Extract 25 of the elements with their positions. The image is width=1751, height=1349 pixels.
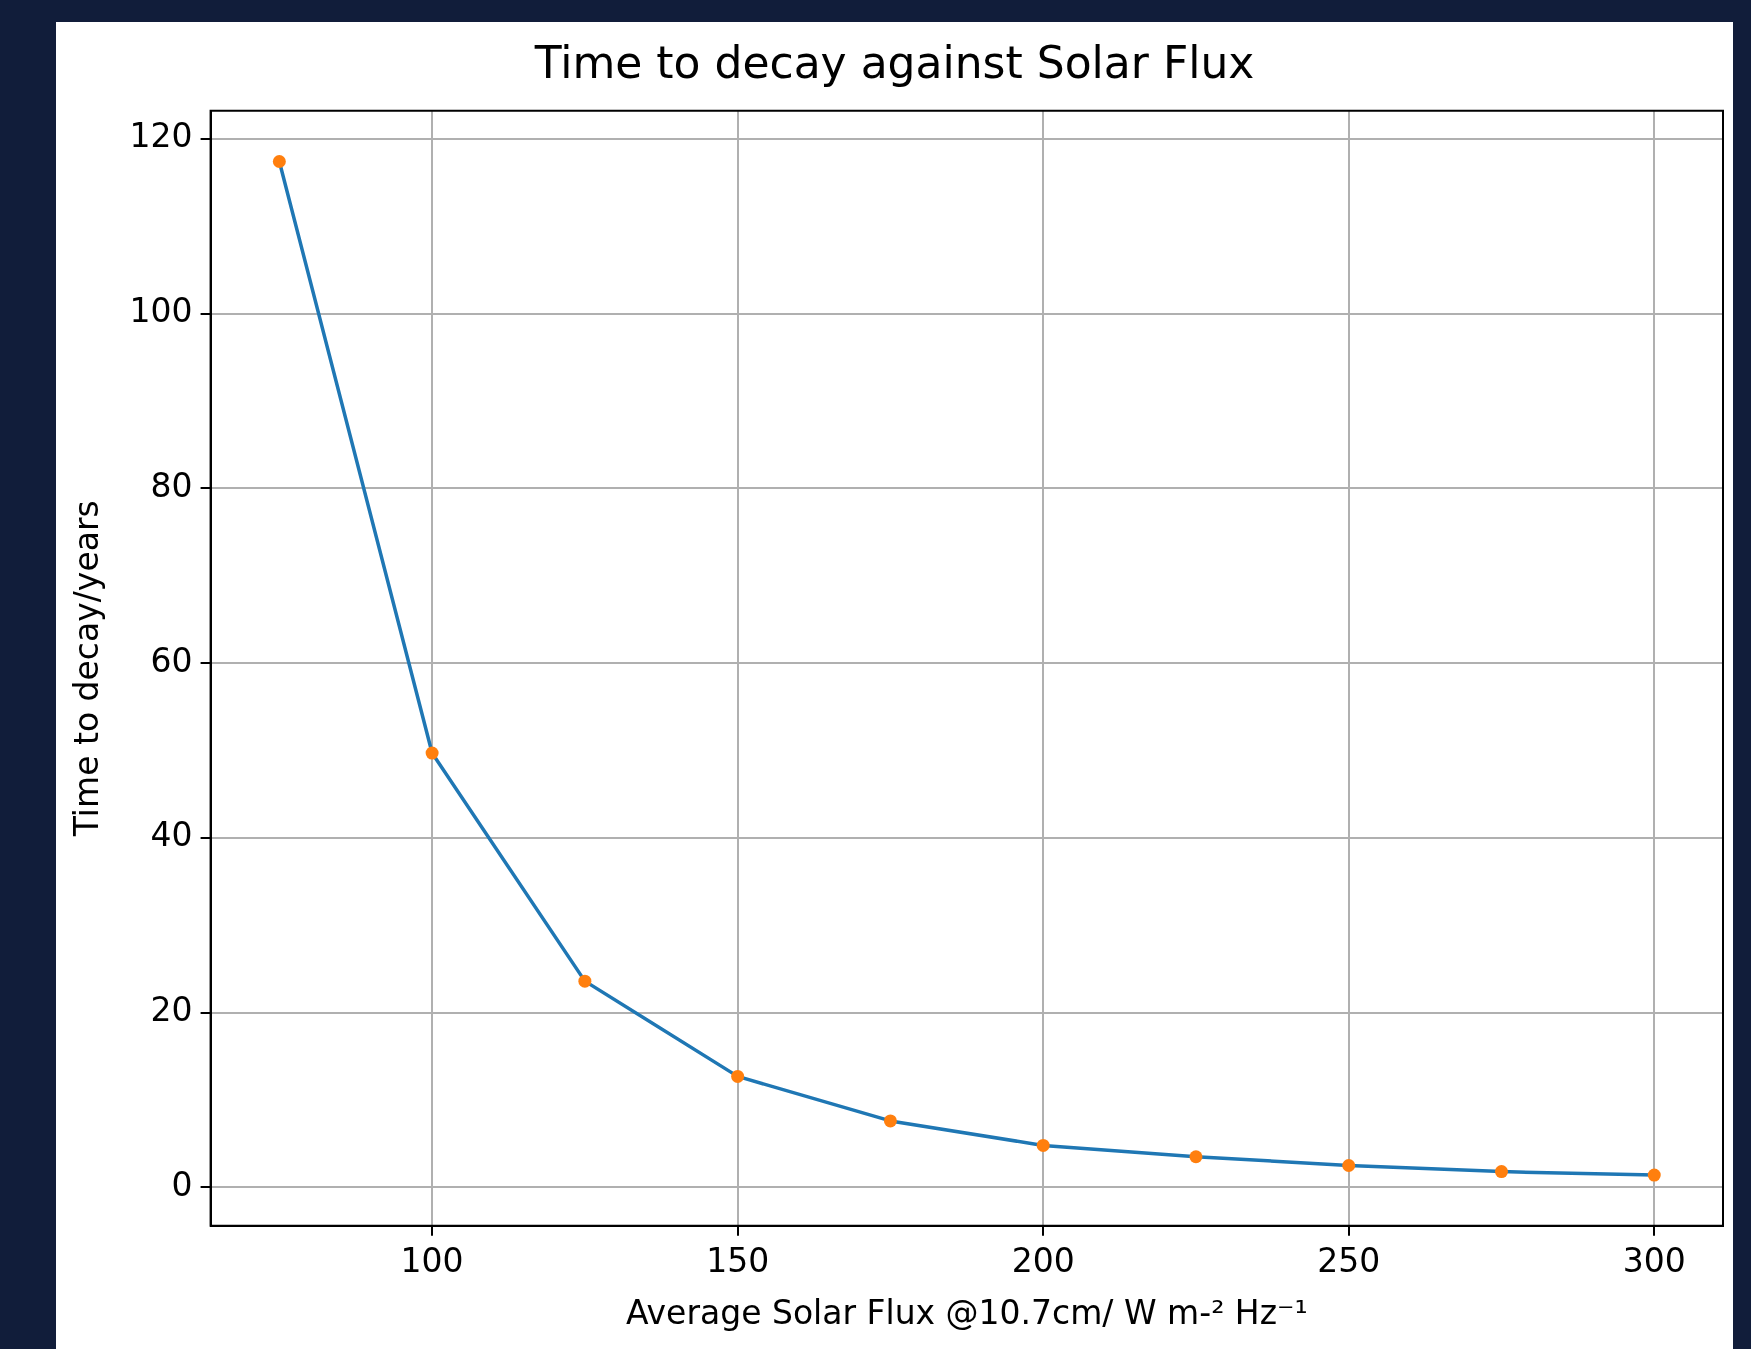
point	[272, 154, 286, 168]
point	[883, 1114, 897, 1128]
y-tick-label: 60	[150, 640, 193, 680]
x-tick-label: 100	[400, 1241, 464, 1281]
point	[578, 974, 592, 988]
y-tick-label: 40	[150, 815, 193, 855]
point	[1342, 1159, 1356, 1173]
point	[731, 1069, 745, 1083]
y-tick-label: 120	[129, 116, 193, 156]
y-tick-label: 80	[150, 465, 193, 505]
chart-title: Time to decay against Solar Flux	[533, 36, 1255, 88]
x-axis-title: Average Solar Flux @10.7cm/ W m-² Hz⁻¹	[625, 1292, 1308, 1332]
x-tick-label: 300	[1622, 1241, 1686, 1281]
y-tick-label: 100	[129, 291, 193, 331]
y-axis-title: Time to decay/years	[67, 500, 107, 838]
y-tick-label: 20	[150, 990, 193, 1030]
point	[425, 746, 439, 760]
x-tick-label: 150	[706, 1241, 770, 1281]
point	[1494, 1165, 1508, 1179]
point	[1036, 1138, 1050, 1152]
x-tick-label: 200	[1011, 1241, 1075, 1281]
x-tick-label: 250	[1317, 1241, 1381, 1281]
point	[1189, 1150, 1203, 1164]
y-tick-label: 0	[171, 1164, 193, 1204]
point	[1647, 1168, 1661, 1182]
